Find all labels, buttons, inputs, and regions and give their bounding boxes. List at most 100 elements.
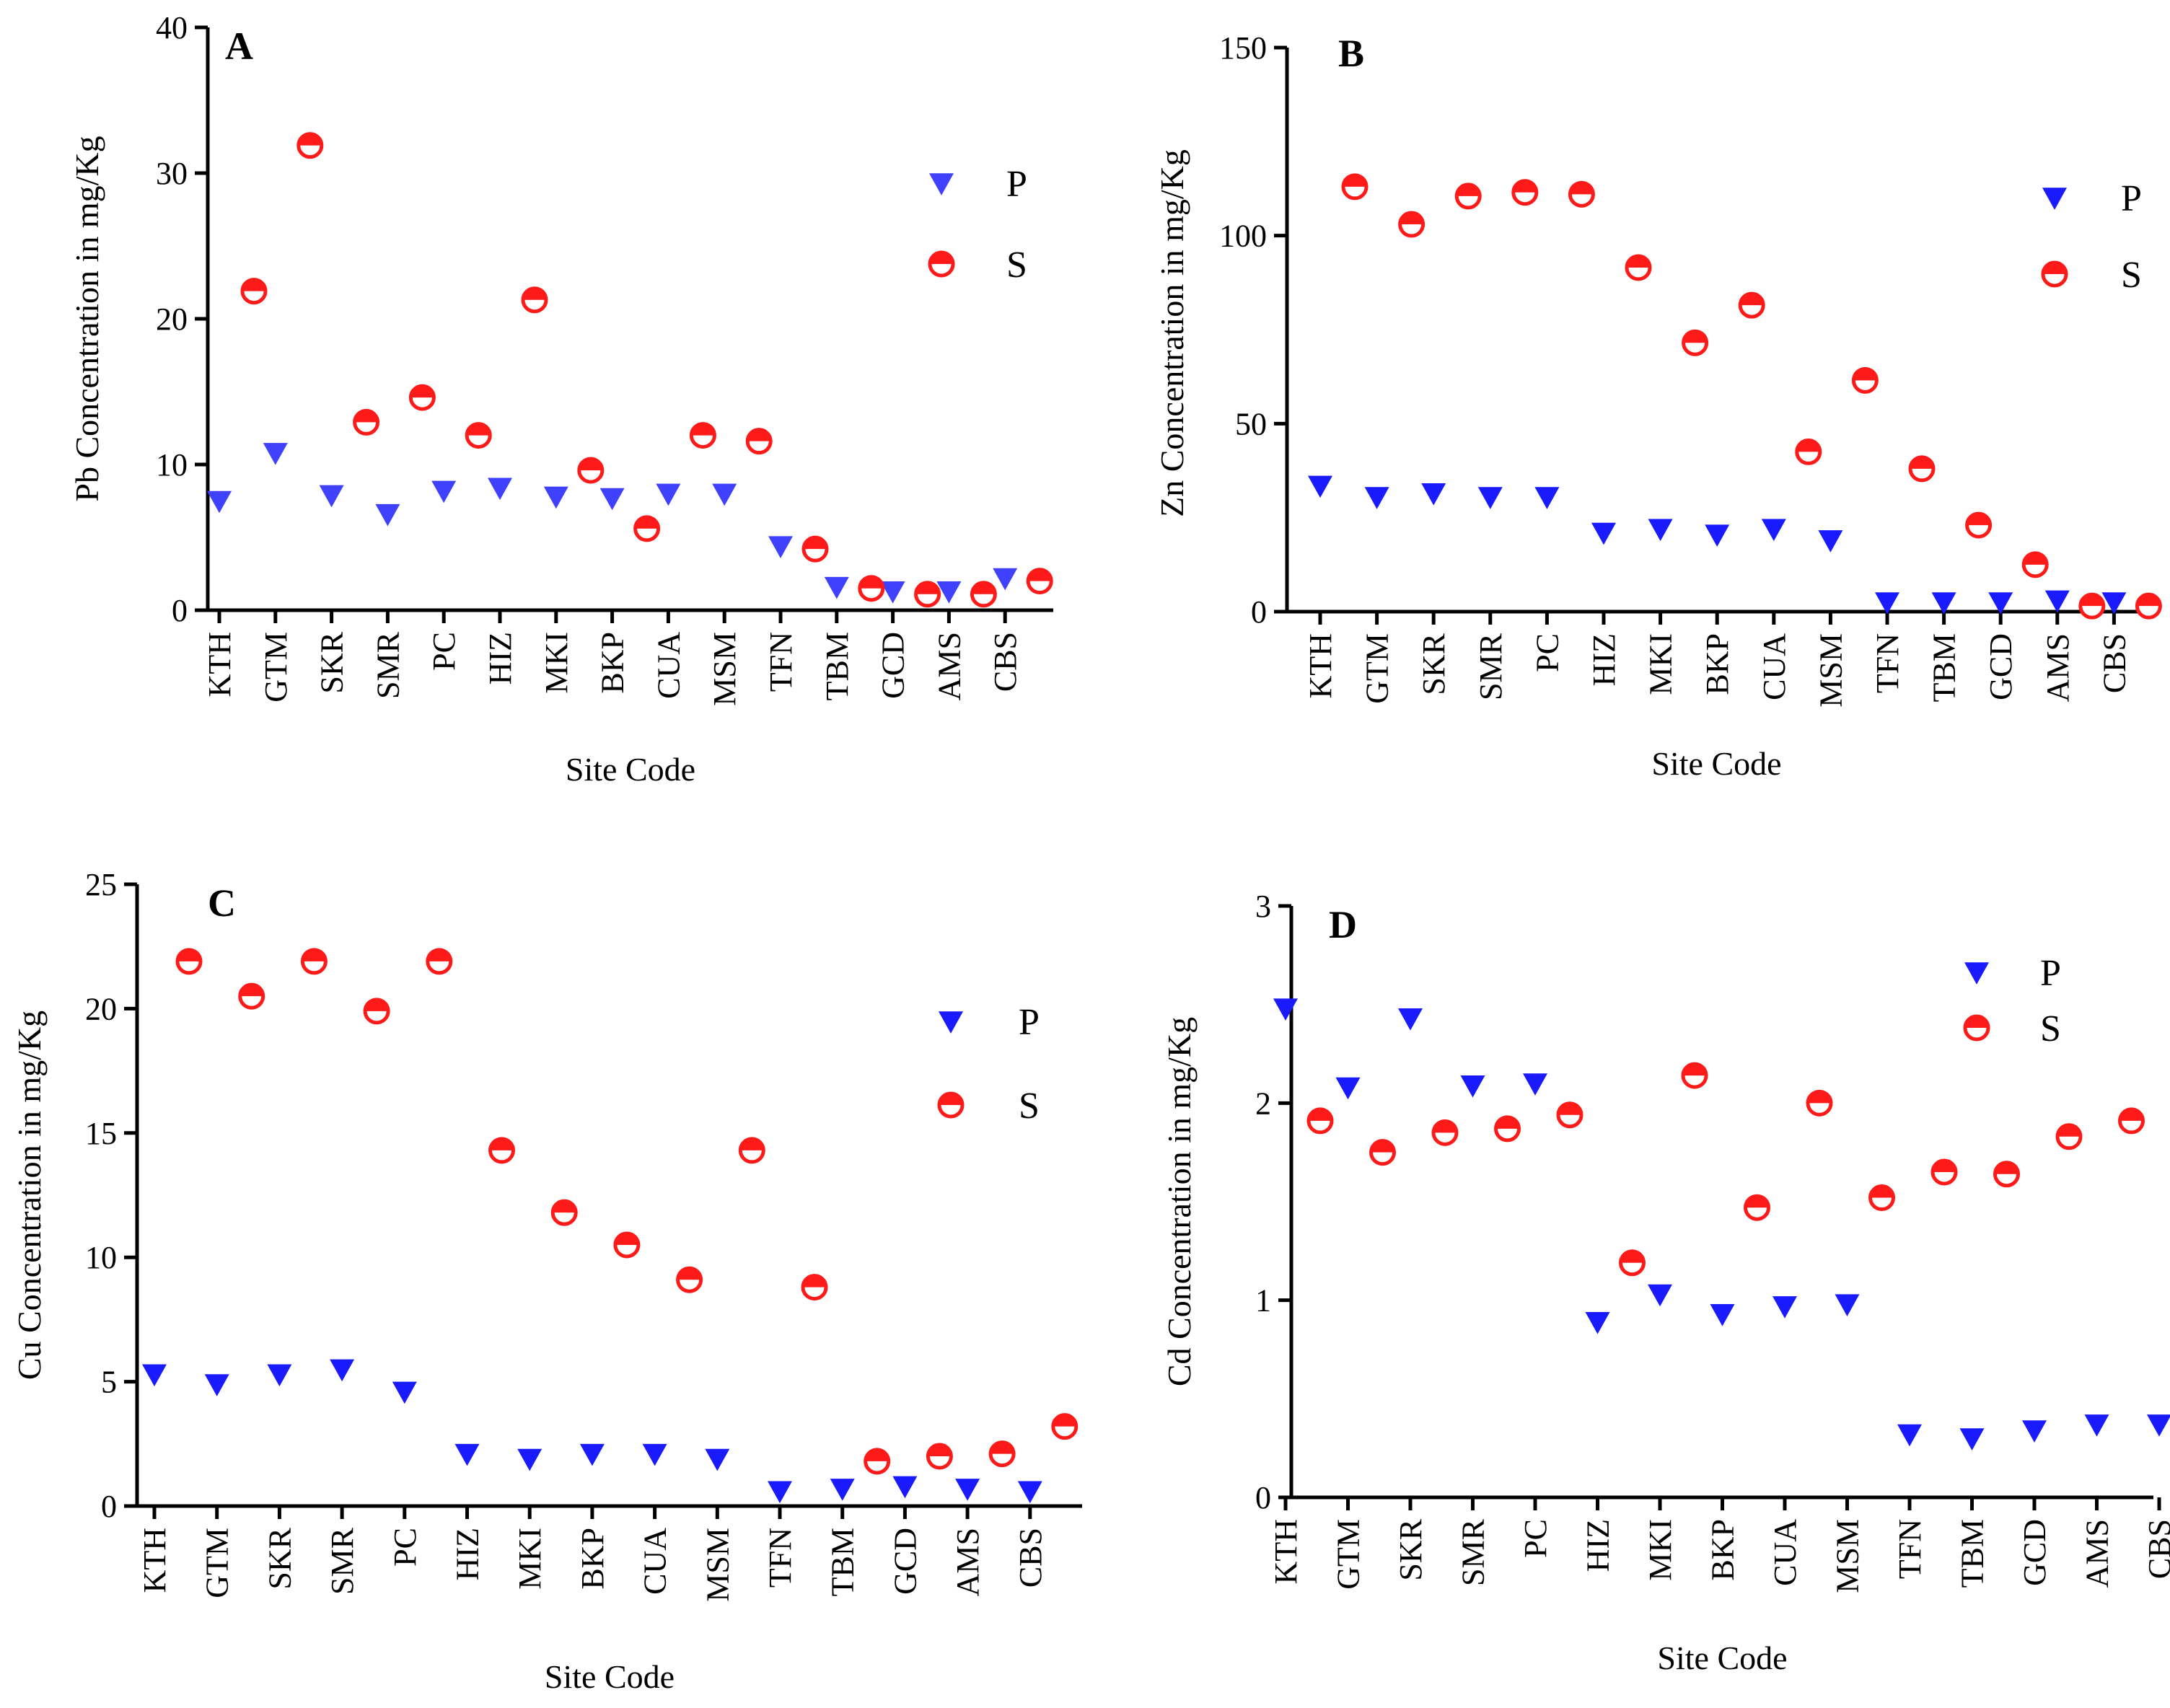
point-s-hiz — [488, 1137, 515, 1164]
point-s-gtm-fill — [298, 133, 322, 146]
point-p-mki — [1648, 519, 1673, 542]
x-tick-label-ams: AMS — [2040, 633, 2075, 702]
point-s-skr — [1431, 1119, 1459, 1146]
legend-s-marker-fill — [930, 252, 953, 264]
point-p-gcd — [1988, 592, 2013, 615]
point-s-gcd — [2021, 551, 2049, 578]
point-s-bkp — [613, 1231, 641, 1259]
point-s-smr — [363, 998, 390, 1025]
point-s-ams-fill — [972, 582, 996, 594]
point-p-pc — [431, 480, 457, 503]
point-p-msm — [712, 483, 737, 506]
point-s-tfn — [1908, 455, 1936, 483]
x-tick-label-msm: MSM — [707, 632, 742, 706]
x-tick-label-gtm: GTM — [1331, 1519, 1366, 1590]
legend-s-label: S — [2040, 1008, 2061, 1049]
x-tick-label-bkp: BKP — [595, 632, 631, 694]
point-p-tbm — [1959, 1428, 1985, 1451]
legend-p-label: P — [1006, 164, 1027, 205]
x-tick-label-kth: KTH — [1268, 1519, 1304, 1584]
point-s-mki-fill — [553, 1201, 576, 1213]
point-s-hiz — [1625, 254, 1652, 281]
point-s-gtm — [296, 132, 324, 159]
x-tick-label-smr: SMR — [370, 631, 405, 699]
y-tick-label: 20 — [156, 301, 188, 337]
point-p-gtm — [1364, 487, 1389, 509]
x-tick-label-gcd: GCD — [1983, 633, 2019, 700]
point-p-gtm — [204, 1374, 229, 1396]
point-s-tfn — [801, 535, 829, 563]
legend-s-marker — [1963, 1014, 1990, 1042]
x-tick-label-smr: SMR — [1473, 633, 1508, 700]
x-tick-label-tfn: TFN — [1892, 1519, 1928, 1579]
legend-p-label: P — [2121, 178, 2142, 219]
point-p-gcd — [880, 581, 905, 604]
x-tick-label-tbm: TBM — [825, 1528, 861, 1596]
x-tick-label-gcd: GCD — [887, 1528, 923, 1595]
point-s-cua-fill — [677, 1268, 701, 1280]
point-p-msm — [1818, 530, 1843, 553]
point-s-cbs — [2135, 592, 2162, 620]
point-s-tbm — [1965, 511, 1993, 539]
legend-s-label: S — [1019, 1086, 1040, 1127]
legend-p-marker — [1964, 962, 1989, 985]
panel-a: 0 10 20 30 40 KTH GTM SKR SMR PC HIZ MKI BKP CUA MSM TF… — [69, 10, 1053, 788]
point-s-gcd-fill — [915, 582, 939, 594]
x-tick-label-skr: SKR — [315, 631, 350, 693]
point-s-hiz-fill — [523, 288, 546, 300]
point-s-mki — [1682, 329, 1709, 356]
point-p-mki — [543, 486, 568, 509]
point-s-msm — [738, 1137, 765, 1164]
point-p-cbs — [2147, 1414, 2170, 1437]
point-s-tbm-fill — [859, 576, 883, 589]
point-p-kth — [1308, 475, 1332, 498]
point-s-cbs — [1051, 1413, 1079, 1440]
x-tick-label-hiz: HIZ — [1581, 1519, 1616, 1572]
x-tick-label-kth: KTH — [1303, 633, 1338, 698]
point-p-tbm — [1931, 592, 1956, 615]
point-s-pc-fill — [467, 423, 491, 436]
x-tick-label-cbs: CBS — [2096, 633, 2132, 693]
legend-s-label: S — [2121, 255, 2142, 296]
x-tick-label-pc: PC — [1529, 633, 1565, 672]
y-tick-label: 0 — [1251, 594, 1267, 630]
point-p-cua — [656, 483, 681, 506]
point-s-smr — [1494, 1115, 1521, 1143]
point-s-ams — [988, 1440, 1016, 1468]
point-p-cbs — [993, 568, 1018, 591]
x-tick-label-kth: KTH — [202, 632, 237, 697]
legend-s-marker-fill — [939, 1093, 962, 1105]
point-s-msm-fill — [747, 429, 771, 441]
point-p-skr — [1398, 1008, 1423, 1031]
point-p-tfn — [1875, 592, 1899, 615]
point-s-tfn — [1930, 1158, 1958, 1186]
point-p-bkp — [599, 488, 625, 511]
point-s-cua — [1795, 438, 1822, 465]
point-p-tfn — [1897, 1424, 1922, 1447]
point-p-ams — [936, 581, 962, 604]
point-s-mki — [577, 457, 605, 484]
point-s-ams — [970, 581, 997, 608]
x-axis-title: Site Code — [1651, 745, 1781, 782]
x-axis-title: Site Code — [1657, 1639, 1787, 1676]
point-s-bkp-fill — [615, 1233, 638, 1245]
x-tick-label-gtm: GTM — [200, 1528, 235, 1598]
y-tick-label: 50 — [1235, 406, 1267, 441]
point-p-cua — [642, 1443, 667, 1466]
point-s-gcd-fill — [2024, 553, 2047, 565]
point-p-hiz — [1585, 1311, 1610, 1334]
point-s-tfn-fill — [1933, 1161, 1956, 1172]
x-tick-label-tbm: TBM — [1955, 1519, 1990, 1588]
point-s-msm-fill — [740, 1138, 764, 1150]
panel-letter: B — [1338, 32, 1364, 75]
legend-p-marker — [2042, 188, 2067, 210]
y-tick-label: 0 — [101, 1489, 117, 1524]
legend-s-marker — [928, 250, 955, 278]
legend: PS — [2041, 178, 2142, 296]
panel-letter: A — [225, 25, 253, 68]
y-tick-label: 150 — [1219, 30, 1267, 66]
x-tick-label-kth: KTH — [137, 1528, 172, 1593]
point-s-tbm-fill — [1995, 1162, 2019, 1174]
x-tick-label-mki: MKI — [512, 1528, 548, 1590]
